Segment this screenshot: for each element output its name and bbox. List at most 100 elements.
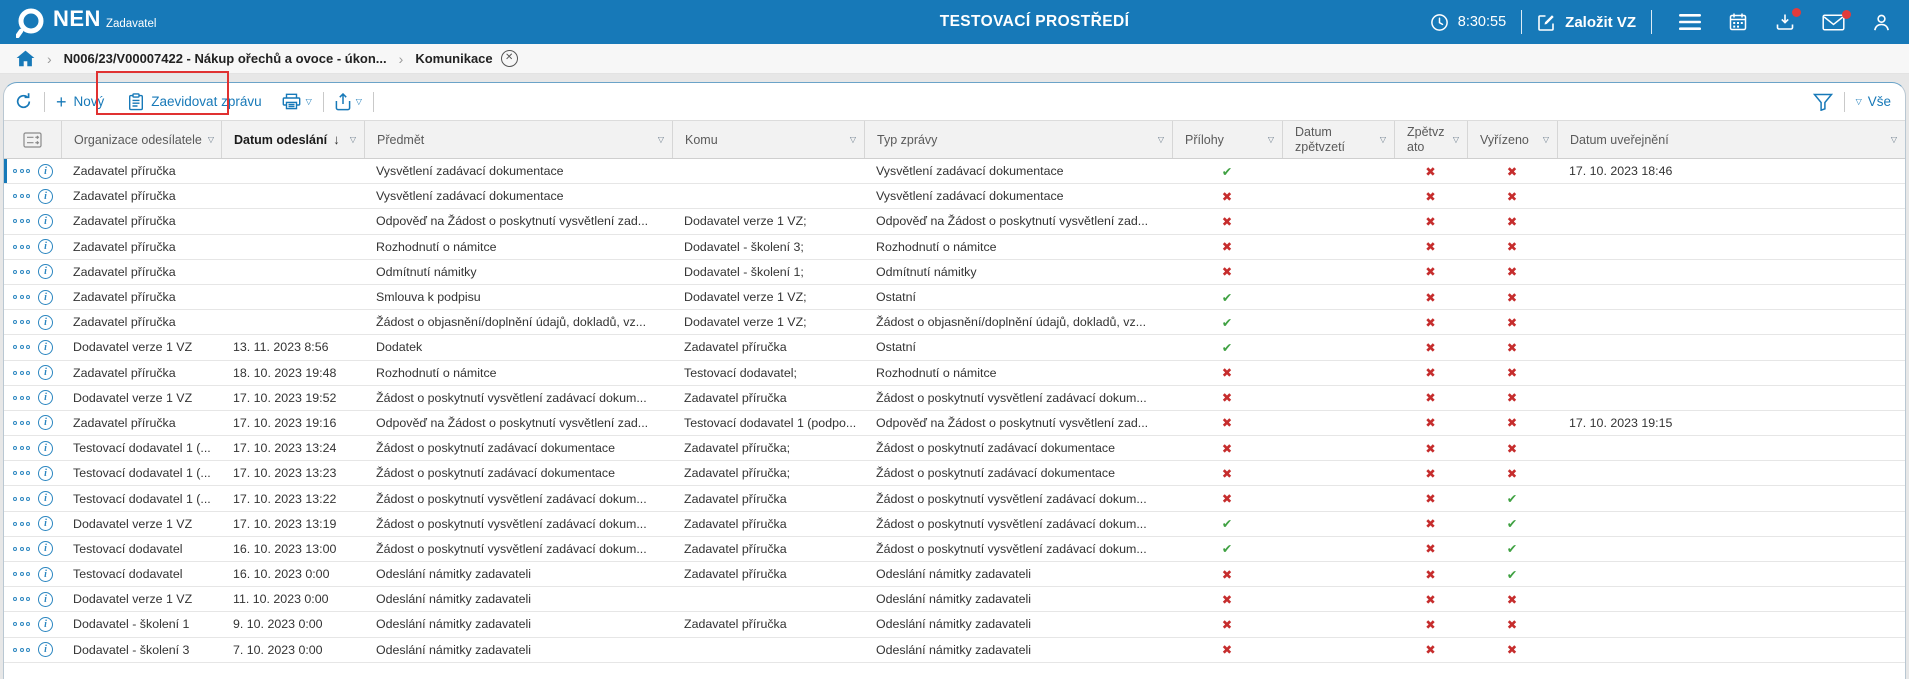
table-row[interactable]: i Testovací dodavatel 1 (... 17. 10. 2023 … bbox=[4, 461, 1905, 487]
row-actions-icon[interactable] bbox=[13, 647, 30, 652]
row-info-icon[interactable]: i bbox=[38, 616, 53, 632]
filter-caret-icon[interactable]: ▽ bbox=[849, 135, 856, 144]
table-row[interactable]: i Zadavatel příručka Rozhodnutí o námitce D… bbox=[4, 235, 1905, 260]
table-row[interactable]: i Zadavatel příručka Žádost o objasnění/do… bbox=[4, 310, 1905, 336]
filter-caret-icon[interactable]: ▽ bbox=[1157, 135, 1164, 144]
table-row[interactable]: i Dodavatel - školení 3 7. 10. 2023 0:00 Od… bbox=[4, 638, 1905, 663]
calendar-button[interactable] bbox=[1728, 12, 1748, 32]
column-settings-icon[interactable] bbox=[23, 131, 42, 148]
filter-button[interactable] bbox=[1812, 93, 1833, 111]
close-tab-icon[interactable]: ✕ bbox=[500, 50, 518, 67]
row-actions-icon[interactable] bbox=[13, 521, 30, 526]
row-info-icon[interactable]: i bbox=[38, 339, 53, 355]
table-row[interactable]: i Dodavatel verze 1 VZ 17. 10. 2023 13:19 Ž… bbox=[4, 512, 1905, 537]
column-header-withdrawn[interactable]: Zpětvzato ▽ bbox=[1394, 121, 1467, 158]
print-dropdown-caret-icon[interactable]: ▽ bbox=[305, 97, 312, 106]
row-actions-icon[interactable] bbox=[13, 546, 30, 551]
row-actions-icon[interactable] bbox=[13, 194, 30, 199]
row-actions-icon[interactable] bbox=[13, 320, 30, 325]
row-info-icon[interactable]: i bbox=[38, 390, 53, 406]
row-actions-icon[interactable] bbox=[13, 622, 30, 627]
filter-caret-icon[interactable]: ▽ bbox=[657, 135, 664, 144]
table-row[interactable]: i Testovací dodavatel 1 (... 17. 10. 2023 … bbox=[4, 486, 1905, 512]
row-info-icon[interactable]: i bbox=[38, 415, 53, 431]
row-info-icon[interactable]: i bbox=[38, 188, 53, 204]
column-header-sent[interactable]: Datum odeslání ↓ ▽ bbox=[221, 121, 364, 158]
filter-caret-icon[interactable]: ▽ bbox=[207, 135, 215, 144]
row-info-icon[interactable]: i bbox=[38, 516, 53, 532]
row-info-icon[interactable]: i bbox=[38, 465, 53, 481]
filter-caret-icon[interactable]: ▽ bbox=[1890, 135, 1897, 144]
column-header-withdrawal_date[interactable]: Datum zpětvzetí ▽ bbox=[1282, 121, 1394, 158]
column-header-type[interactable]: Typ zprávy ▽ bbox=[864, 121, 1172, 158]
filter-caret-icon[interactable]: ▽ bbox=[1542, 135, 1549, 144]
row-info-icon[interactable]: i bbox=[38, 314, 53, 330]
table-row[interactable]: i Zadavatel příručka Vysvětlení zadávací d… bbox=[4, 184, 1905, 210]
row-actions-icon[interactable] bbox=[13, 395, 30, 400]
table-row[interactable]: i Testovací dodavatel 16. 10. 2023 0:00 Ode… bbox=[4, 562, 1905, 588]
column-header-subject[interactable]: Předmět ▽ bbox=[364, 121, 672, 158]
column-settings-cell[interactable] bbox=[4, 121, 61, 158]
row-info-icon[interactable]: i bbox=[38, 289, 53, 305]
breadcrumb-item-procurement[interactable]: N006/23/V00007422 - Nákup ořechů a ovoce… bbox=[63, 51, 387, 66]
table-row[interactable]: i Zadavatel příručka Vysvětlení zadávací d… bbox=[4, 159, 1905, 185]
register-message-button[interactable]: Zaevidovat zprávu bbox=[128, 92, 262, 111]
row-actions-icon[interactable] bbox=[13, 219, 30, 224]
row-actions-icon[interactable] bbox=[13, 471, 30, 476]
export-button[interactable]: ▽ bbox=[335, 92, 362, 111]
row-actions-icon[interactable] bbox=[13, 597, 30, 602]
table-row[interactable]: i Zadavatel příručka 17. 10. 2023 19:16 Odp… bbox=[4, 411, 1905, 437]
row-actions-icon[interactable] bbox=[13, 420, 30, 425]
table-row[interactable]: i Zadavatel příručka 18. 10. 2023 19:48 Roz… bbox=[4, 361, 1905, 386]
row-info-icon[interactable]: i bbox=[38, 239, 53, 255]
row-actions-icon[interactable] bbox=[13, 169, 30, 174]
user-profile-button[interactable] bbox=[1872, 13, 1891, 32]
row-info-icon[interactable]: i bbox=[38, 642, 53, 658]
home-button[interactable] bbox=[16, 50, 35, 67]
print-button[interactable]: ▽ bbox=[282, 93, 312, 110]
table-row[interactable]: i Dodavatel verze 1 VZ 13. 11. 2023 8:56 Do… bbox=[4, 335, 1905, 361]
filter-caret-icon[interactable]: ▽ bbox=[1452, 135, 1459, 144]
table-row[interactable]: i Testovací dodavatel 16. 10. 2023 13:00 Žá… bbox=[4, 537, 1905, 562]
refresh-button[interactable] bbox=[14, 92, 33, 111]
row-info-icon[interactable]: i bbox=[38, 264, 53, 280]
row-actions-icon[interactable] bbox=[13, 269, 30, 274]
main-menu-button[interactable] bbox=[1679, 14, 1701, 30]
table-row[interactable]: i Testovací dodavatel 1 (... 17. 10. 2023 … bbox=[4, 436, 1905, 462]
row-info-icon[interactable]: i bbox=[38, 163, 53, 179]
row-info-icon[interactable]: i bbox=[38, 365, 53, 381]
row-info-icon[interactable]: i bbox=[38, 591, 53, 607]
row-actions-icon[interactable] bbox=[13, 345, 30, 350]
export-dropdown-caret-icon[interactable]: ▽ bbox=[355, 97, 362, 106]
column-header-resolved[interactable]: Vyřízeno ▽ bbox=[1467, 121, 1557, 158]
filter-caret-icon[interactable]: ▽ bbox=[1267, 135, 1274, 144]
sort-desc-icon[interactable]: ↓ bbox=[333, 132, 340, 147]
column-header-org[interactable]: Organizace odesílatele ▽ bbox=[61, 121, 221, 158]
row-actions-icon[interactable] bbox=[13, 370, 30, 375]
row-info-icon[interactable]: i bbox=[38, 541, 53, 557]
nen-logo[interactable]: NEN Zadavatel bbox=[16, 6, 156, 38]
row-actions-icon[interactable] bbox=[13, 244, 30, 249]
create-vz-button[interactable]: Založit VZ bbox=[1537, 13, 1636, 32]
column-header-published[interactable]: Datum uveřejnění ▽ bbox=[1557, 121, 1905, 158]
row-actions-icon[interactable] bbox=[13, 572, 30, 577]
row-actions-icon[interactable] bbox=[13, 496, 30, 501]
row-info-icon[interactable]: i bbox=[38, 440, 53, 456]
table-row[interactable]: i Dodavatel verze 1 VZ 11. 10. 2023 0:00 Od… bbox=[4, 587, 1905, 613]
table-row[interactable]: i Zadavatel příručka Odpověď na Žádost o p… bbox=[4, 209, 1905, 235]
messages-button[interactable] bbox=[1822, 9, 1851, 31]
row-info-icon[interactable]: i bbox=[38, 566, 53, 582]
new-button[interactable]: + Nový bbox=[56, 93, 104, 111]
table-row[interactable]: i Zadavatel příručka Odmítnutí námitky Doda… bbox=[4, 260, 1905, 285]
table-row[interactable]: i Zadavatel příručka Smlouva k podpisu Doda… bbox=[4, 285, 1905, 311]
row-info-icon[interactable]: i bbox=[38, 213, 53, 229]
row-actions-icon[interactable] bbox=[13, 295, 30, 300]
breadcrumb-item-komunikace[interactable]: Komunikace bbox=[415, 51, 493, 66]
column-header-attachments[interactable]: Přílohy ▽ bbox=[1172, 121, 1282, 158]
filter-caret-icon[interactable]: ▽ bbox=[1379, 135, 1386, 144]
table-row[interactable]: i Dodavatel verze 1 VZ 17. 10. 2023 19:52 Ž… bbox=[4, 386, 1905, 411]
row-actions-icon[interactable] bbox=[13, 446, 30, 451]
row-info-icon[interactable]: i bbox=[38, 491, 53, 507]
table-row[interactable]: i Dodavatel - školení 1 9. 10. 2023 0:00 Od… bbox=[4, 612, 1905, 638]
filter-caret-icon[interactable]: ▽ bbox=[349, 135, 356, 144]
